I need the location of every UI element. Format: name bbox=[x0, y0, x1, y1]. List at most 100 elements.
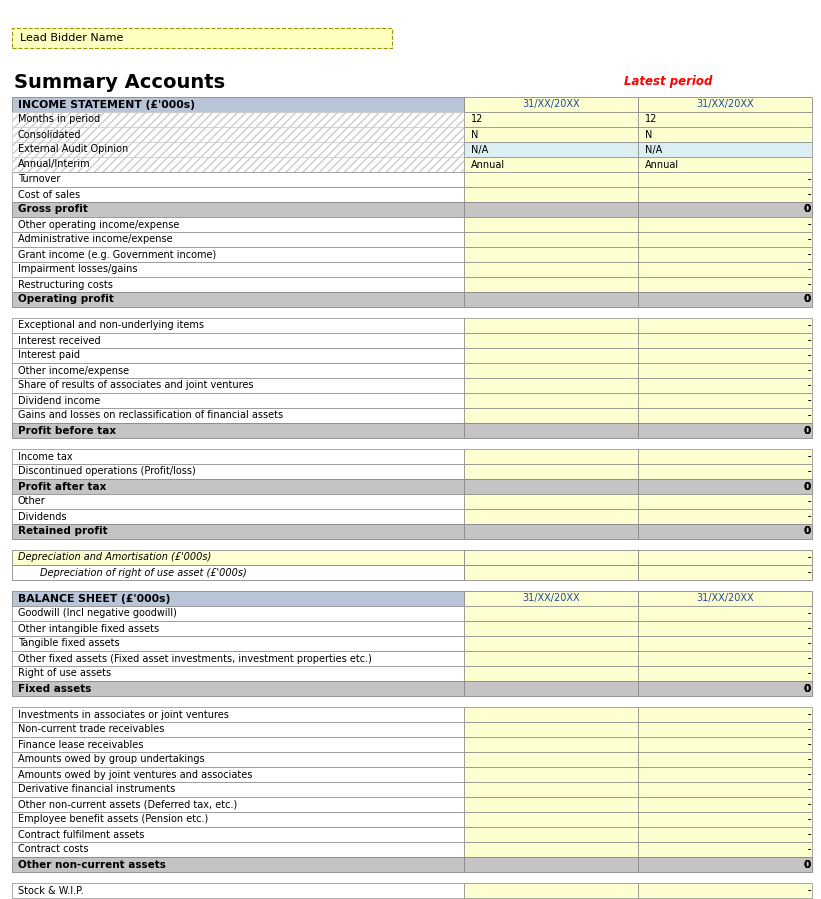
Bar bbox=[12, 782, 464, 797]
Bar bbox=[464, 277, 638, 292]
Text: Other non-current assets: Other non-current assets bbox=[18, 859, 166, 869]
Bar bbox=[464, 550, 638, 565]
Text: -: - bbox=[808, 725, 811, 734]
Bar bbox=[638, 333, 812, 348]
Text: 0: 0 bbox=[804, 482, 811, 492]
Text: -: - bbox=[808, 609, 811, 619]
Bar bbox=[12, 423, 464, 438]
Text: -: - bbox=[808, 830, 811, 840]
Bar bbox=[638, 509, 812, 524]
Text: -: - bbox=[808, 844, 811, 855]
Bar bbox=[12, 217, 464, 232]
Bar bbox=[638, 112, 812, 127]
Bar bbox=[638, 187, 812, 202]
Text: -: - bbox=[808, 754, 811, 764]
Text: Annual: Annual bbox=[645, 159, 679, 170]
Bar bbox=[464, 232, 638, 247]
Text: -: - bbox=[808, 351, 811, 360]
Bar bbox=[638, 378, 812, 393]
Text: -: - bbox=[808, 280, 811, 289]
Text: 0: 0 bbox=[804, 295, 811, 305]
Text: 0: 0 bbox=[804, 527, 811, 537]
Text: -: - bbox=[808, 725, 811, 734]
Text: 0: 0 bbox=[804, 425, 811, 435]
Text: -: - bbox=[808, 190, 811, 200]
Bar bbox=[12, 827, 464, 842]
Text: -: - bbox=[808, 886, 811, 895]
Text: -: - bbox=[808, 512, 811, 521]
Text: Grant income (e.g. Government income): Grant income (e.g. Government income) bbox=[18, 250, 216, 260]
Text: Non-current trade receivables: Non-current trade receivables bbox=[18, 725, 164, 734]
Bar bbox=[12, 857, 464, 872]
Bar bbox=[464, 812, 638, 827]
Text: Dividend income: Dividend income bbox=[18, 396, 100, 405]
Bar bbox=[638, 651, 812, 666]
Text: -: - bbox=[808, 770, 811, 779]
Text: -: - bbox=[808, 451, 811, 461]
Text: Summary Accounts: Summary Accounts bbox=[14, 73, 225, 92]
Bar bbox=[12, 842, 464, 857]
Bar bbox=[464, 722, 638, 737]
Text: Retained profit: Retained profit bbox=[18, 527, 108, 537]
Text: -: - bbox=[808, 411, 811, 421]
Bar bbox=[464, 606, 638, 621]
Text: 0: 0 bbox=[804, 425, 811, 435]
Text: -: - bbox=[808, 814, 811, 824]
Text: -: - bbox=[808, 264, 811, 274]
Bar bbox=[12, 363, 464, 378]
Text: Profit before tax: Profit before tax bbox=[18, 425, 116, 435]
Text: N: N bbox=[645, 129, 653, 139]
Bar bbox=[638, 722, 812, 737]
Text: -: - bbox=[808, 754, 811, 764]
Bar bbox=[464, 97, 638, 112]
Text: -: - bbox=[808, 174, 811, 184]
Bar bbox=[638, 157, 812, 172]
Text: 31/XX/20XX: 31/XX/20XX bbox=[696, 593, 754, 603]
Bar bbox=[12, 202, 464, 217]
Bar bbox=[638, 707, 812, 722]
Bar bbox=[638, 464, 812, 479]
Text: -: - bbox=[808, 654, 811, 663]
Bar bbox=[638, 524, 812, 539]
Text: -: - bbox=[808, 669, 811, 679]
Bar bbox=[638, 408, 812, 423]
Bar bbox=[12, 187, 464, 202]
Text: -: - bbox=[808, 335, 811, 345]
Bar bbox=[638, 666, 812, 681]
Text: External Audit Opinion: External Audit Opinion bbox=[18, 145, 128, 155]
Bar bbox=[638, 232, 812, 247]
Text: -: - bbox=[808, 709, 811, 719]
Text: Fixed assets: Fixed assets bbox=[18, 683, 91, 693]
Bar bbox=[12, 621, 464, 636]
Text: Right of use assets: Right of use assets bbox=[18, 669, 111, 679]
Bar bbox=[12, 883, 464, 898]
Text: -: - bbox=[808, 496, 811, 506]
Text: Latest period: Latest period bbox=[624, 76, 712, 88]
Bar bbox=[464, 157, 638, 172]
Bar bbox=[12, 127, 464, 142]
Text: Profit after tax: Profit after tax bbox=[18, 482, 107, 492]
Text: Tangible fixed assets: Tangible fixed assets bbox=[18, 638, 120, 648]
Text: 0: 0 bbox=[804, 859, 811, 869]
Text: 0: 0 bbox=[804, 295, 811, 305]
Text: Gross profit: Gross profit bbox=[18, 204, 88, 215]
Text: Exceptional and non-underlying items: Exceptional and non-underlying items bbox=[18, 321, 204, 331]
Text: Restructuring costs: Restructuring costs bbox=[18, 280, 112, 289]
Bar bbox=[464, 883, 638, 898]
Bar bbox=[638, 752, 812, 767]
Text: Finance lease receivables: Finance lease receivables bbox=[18, 740, 144, 750]
Bar bbox=[464, 423, 638, 438]
Bar bbox=[12, 348, 464, 363]
Text: Consolidated: Consolidated bbox=[18, 129, 81, 139]
Bar bbox=[12, 524, 464, 539]
Bar bbox=[464, 363, 638, 378]
Bar bbox=[464, 827, 638, 842]
Bar bbox=[12, 722, 464, 737]
Text: Other: Other bbox=[18, 496, 46, 506]
Bar bbox=[464, 172, 638, 187]
Text: -: - bbox=[808, 624, 811, 634]
Text: -: - bbox=[808, 567, 811, 577]
Bar bbox=[638, 842, 812, 857]
Text: -: - bbox=[808, 321, 811, 331]
Text: Depreciation of right of use asset (£'000s): Depreciation of right of use asset (£'00… bbox=[40, 567, 247, 577]
